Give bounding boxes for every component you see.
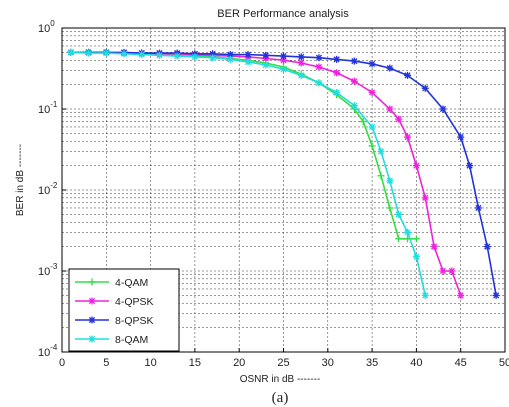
y-tick-label: 10-3 (38, 262, 58, 278)
x-tick-label: 20 (233, 357, 245, 369)
figure-caption: (a) (272, 390, 289, 406)
data-point (421, 194, 429, 202)
data-point (466, 162, 474, 170)
data-point (138, 51, 146, 59)
data-point (395, 235, 403, 243)
legend-label: 4-QAM (115, 277, 148, 289)
data-point (297, 53, 305, 61)
data-point (386, 204, 394, 212)
data-point (395, 115, 403, 123)
data-point (430, 243, 438, 251)
data-point (439, 267, 447, 275)
y-axis-label: BER in dB ------- (15, 144, 26, 216)
data-point (368, 123, 376, 131)
data-point (262, 61, 270, 69)
data-point (368, 142, 376, 150)
data-point (386, 64, 394, 72)
data-point (280, 65, 287, 73)
x-tick-label: 40 (410, 357, 422, 369)
data-point (333, 88, 341, 96)
y-tick-label: 100 (38, 19, 55, 35)
data-point (244, 51, 252, 59)
legend-entry: 4-QPSK (75, 296, 154, 308)
x-tick-label: 0 (59, 357, 65, 369)
data-point (395, 210, 403, 218)
y-tick-label: 10-2 (38, 181, 58, 197)
data-point (448, 267, 456, 275)
data-point (315, 54, 323, 62)
legend-entry: 8-QAM (75, 334, 148, 346)
data-point (457, 133, 465, 141)
data-point (88, 297, 96, 305)
data-point (368, 88, 376, 96)
data-point (315, 79, 323, 87)
data-point (120, 50, 128, 58)
data-point (262, 51, 270, 59)
data-point (350, 77, 358, 85)
data-point (457, 291, 465, 299)
data-point (412, 235, 420, 243)
data-point (377, 147, 385, 155)
x-axis-label: OSNR in dB ------- (240, 374, 321, 385)
data-point (412, 162, 420, 170)
y-tick-label: 10-1 (38, 100, 58, 116)
data-point (492, 291, 500, 299)
data-point (421, 291, 429, 299)
data-point (88, 316, 96, 324)
data-point (88, 278, 96, 286)
x-tick-label: 10 (144, 357, 156, 369)
data-point (386, 177, 394, 185)
data-point (377, 172, 385, 180)
data-point (297, 59, 305, 67)
x-tick-label: 35 (366, 357, 378, 369)
y-tick-label: 10-4 (38, 343, 58, 359)
legend-label: 8-QPSK (115, 315, 154, 327)
data-point (359, 118, 367, 126)
data-point (209, 54, 217, 62)
data-point (244, 58, 252, 66)
data-point (333, 69, 341, 77)
data-point (368, 60, 376, 68)
legend: 4-QAM 4-QPSK 8-QPSK 8-QAM (68, 268, 180, 352)
data-point (412, 253, 420, 261)
legend-label: 8-QAM (115, 334, 148, 346)
series-layer (67, 48, 500, 299)
chart-title: BER Performance analysis (217, 8, 349, 20)
x-tick-label: 50 (499, 357, 509, 369)
x-tick-label: 30 (322, 357, 334, 369)
x-tick-label: 15 (189, 357, 201, 369)
data-point (404, 71, 412, 79)
data-point (315, 63, 323, 71)
x-tick-label: 25 (277, 357, 289, 369)
data-point (88, 335, 96, 343)
x-tick-label: 45 (455, 357, 467, 369)
series-8-qam (67, 48, 429, 299)
x-tick-label: 5 (103, 357, 109, 369)
legend-entry: 8-QPSK (75, 315, 154, 327)
data-point (102, 49, 110, 57)
data-point (280, 52, 287, 60)
data-point (483, 243, 491, 251)
data-point (226, 55, 234, 63)
data-point (350, 102, 358, 110)
data-point (155, 51, 163, 59)
data-point (474, 204, 482, 212)
data-point (297, 71, 305, 79)
data-point (404, 133, 412, 141)
data-point (439, 105, 447, 113)
data-point (350, 57, 358, 65)
data-point (421, 84, 429, 92)
data-point (404, 228, 412, 236)
legend-label: 4-QPSK (115, 296, 154, 308)
data-point (333, 55, 341, 63)
data-point (85, 49, 93, 57)
data-point (67, 48, 75, 56)
data-point (191, 53, 199, 61)
data-point (386, 105, 394, 113)
data-point (173, 52, 181, 60)
legend-entry: 4-QAM (75, 277, 148, 289)
